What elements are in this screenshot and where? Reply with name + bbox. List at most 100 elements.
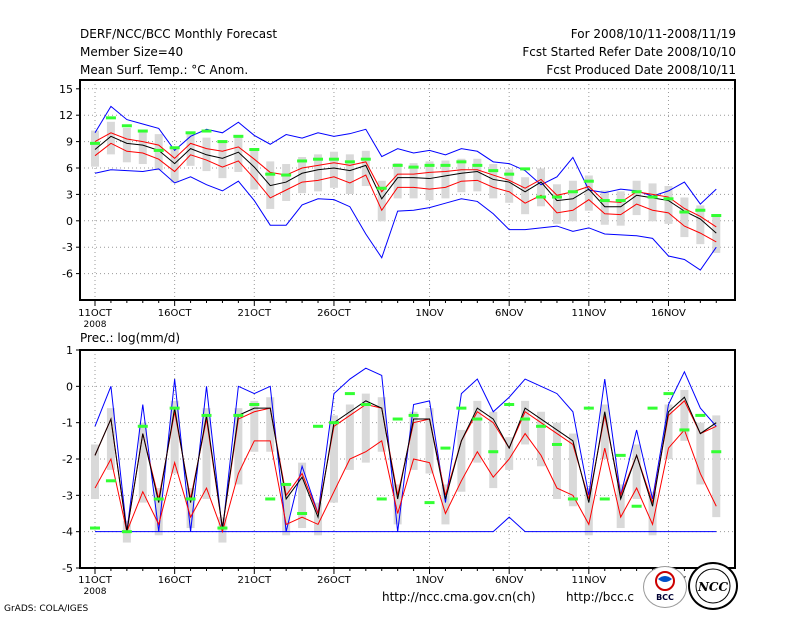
best-member-marker <box>169 406 180 410</box>
best-member-marker <box>328 157 339 161</box>
x-tick-label: 11OCT <box>78 575 113 586</box>
best-member-marker <box>599 199 610 203</box>
ncc-url-link[interactable]: http://ncc.cma.gov.cn(ch) <box>382 590 536 604</box>
spread-box <box>664 186 673 224</box>
best-member-marker <box>153 497 164 501</box>
y-tick-label: -3 <box>62 241 73 254</box>
best-member-marker <box>265 497 276 501</box>
produced-date: Fcst Produced Date 2008/10/11 <box>546 63 736 77</box>
best-member-marker <box>233 413 244 417</box>
y-tick-label: -1 <box>62 417 73 430</box>
best-member-marker <box>695 413 706 417</box>
spread-box <box>521 400 530 445</box>
best-member-marker <box>567 190 578 194</box>
spread-box <box>473 400 482 463</box>
x-tick-label: 16OCT <box>158 308 193 319</box>
best-member-marker <box>90 526 100 530</box>
best-member-marker <box>249 148 260 152</box>
spread-box <box>680 197 689 238</box>
best-member-marker <box>504 403 515 406</box>
best-member-marker <box>344 392 355 396</box>
best-member-marker <box>217 140 228 144</box>
best-member-marker <box>376 186 387 190</box>
ensemble-bound-line <box>94 105 717 205</box>
x-tick-label: 6NOV <box>495 575 524 586</box>
best-member-marker <box>297 512 308 515</box>
ncc-logo-icon: NCC <box>695 568 731 604</box>
best-member-marker <box>313 157 324 161</box>
bcc-url-link[interactable]: http://bcc.c <box>566 590 634 604</box>
spread-box <box>600 404 609 459</box>
spread-box <box>441 160 450 199</box>
spread-box <box>250 400 259 452</box>
spread-box <box>568 180 577 222</box>
spread-box <box>329 415 338 503</box>
spread-box <box>409 163 418 199</box>
x-tick-label: 26OCT <box>317 575 352 586</box>
spread-box <box>696 422 705 485</box>
prec-panel-label: Prec.: log(mm/d) <box>80 331 181 345</box>
y-tick-label: -6 <box>62 268 73 281</box>
quartile-line <box>94 132 717 228</box>
spread-box <box>186 488 195 529</box>
spread-box <box>425 161 434 201</box>
y-tick-label: 9 <box>66 136 73 149</box>
best-member-marker <box>711 450 722 454</box>
chart-title: DERF/NCC/BCC Monthly Forecast <box>80 27 278 41</box>
x-tick-label: 11NOV <box>571 575 606 586</box>
spread-box <box>664 404 673 459</box>
x-tick-label: 21OCT <box>237 308 272 319</box>
bcc-logo-icon: BCC <box>655 571 675 602</box>
spread-box <box>600 190 609 225</box>
best-member-marker <box>488 169 499 173</box>
best-member-marker <box>631 504 642 508</box>
spread-box <box>345 154 354 194</box>
spread-box <box>393 163 402 199</box>
best-member-marker <box>695 208 706 212</box>
spread-box <box>91 444 99 499</box>
best-member-marker <box>392 163 403 167</box>
best-member-marker <box>663 197 674 201</box>
y-tick-label: 1 <box>66 344 73 357</box>
spread-box <box>154 488 163 536</box>
best-member-marker <box>153 148 164 152</box>
y-tick-label: 6 <box>66 162 73 175</box>
quartile-line <box>94 428 717 534</box>
spread-box <box>584 488 593 536</box>
spread-box <box>298 157 307 194</box>
spread-box <box>568 433 577 507</box>
best-member-marker <box>328 421 339 425</box>
best-member-marker <box>201 413 212 417</box>
best-member-marker <box>647 406 658 410</box>
spread-box <box>106 408 115 470</box>
spread-box <box>489 411 498 489</box>
y-tick-label: -3 <box>62 489 73 502</box>
best-member-marker <box>456 406 467 410</box>
spread-box <box>457 429 466 492</box>
best-member-marker <box>679 210 690 214</box>
spread-box <box>234 408 243 485</box>
x-tick-label: 16NOV <box>651 308 686 319</box>
plot-frame <box>79 79 736 301</box>
bcc-logo-text: BCC <box>656 593 674 602</box>
spread-box <box>648 491 657 536</box>
ensemble-mean-line <box>94 135 717 234</box>
best-member-marker <box>169 146 180 150</box>
best-member-marker <box>551 442 562 446</box>
spread-box <box>712 415 721 518</box>
best-member-marker <box>583 406 594 410</box>
best-member-marker <box>551 195 562 199</box>
spread-box <box>393 484 402 525</box>
x-tick-label: 11OCT <box>78 308 113 319</box>
best-member-marker <box>265 172 276 176</box>
x-tick-label: 11NOV <box>571 308 606 319</box>
spread-box <box>505 437 514 470</box>
y-tick-label: 15 <box>59 83 73 96</box>
spread-box <box>170 400 179 474</box>
best-member-marker <box>663 392 674 396</box>
best-member-marker <box>488 450 499 454</box>
best-member-marker <box>424 501 435 505</box>
best-member-marker <box>121 124 132 128</box>
year-label: 2008 <box>84 587 107 597</box>
forecast-period: For 2008/10/11-2008/11/19 <box>570 27 736 41</box>
